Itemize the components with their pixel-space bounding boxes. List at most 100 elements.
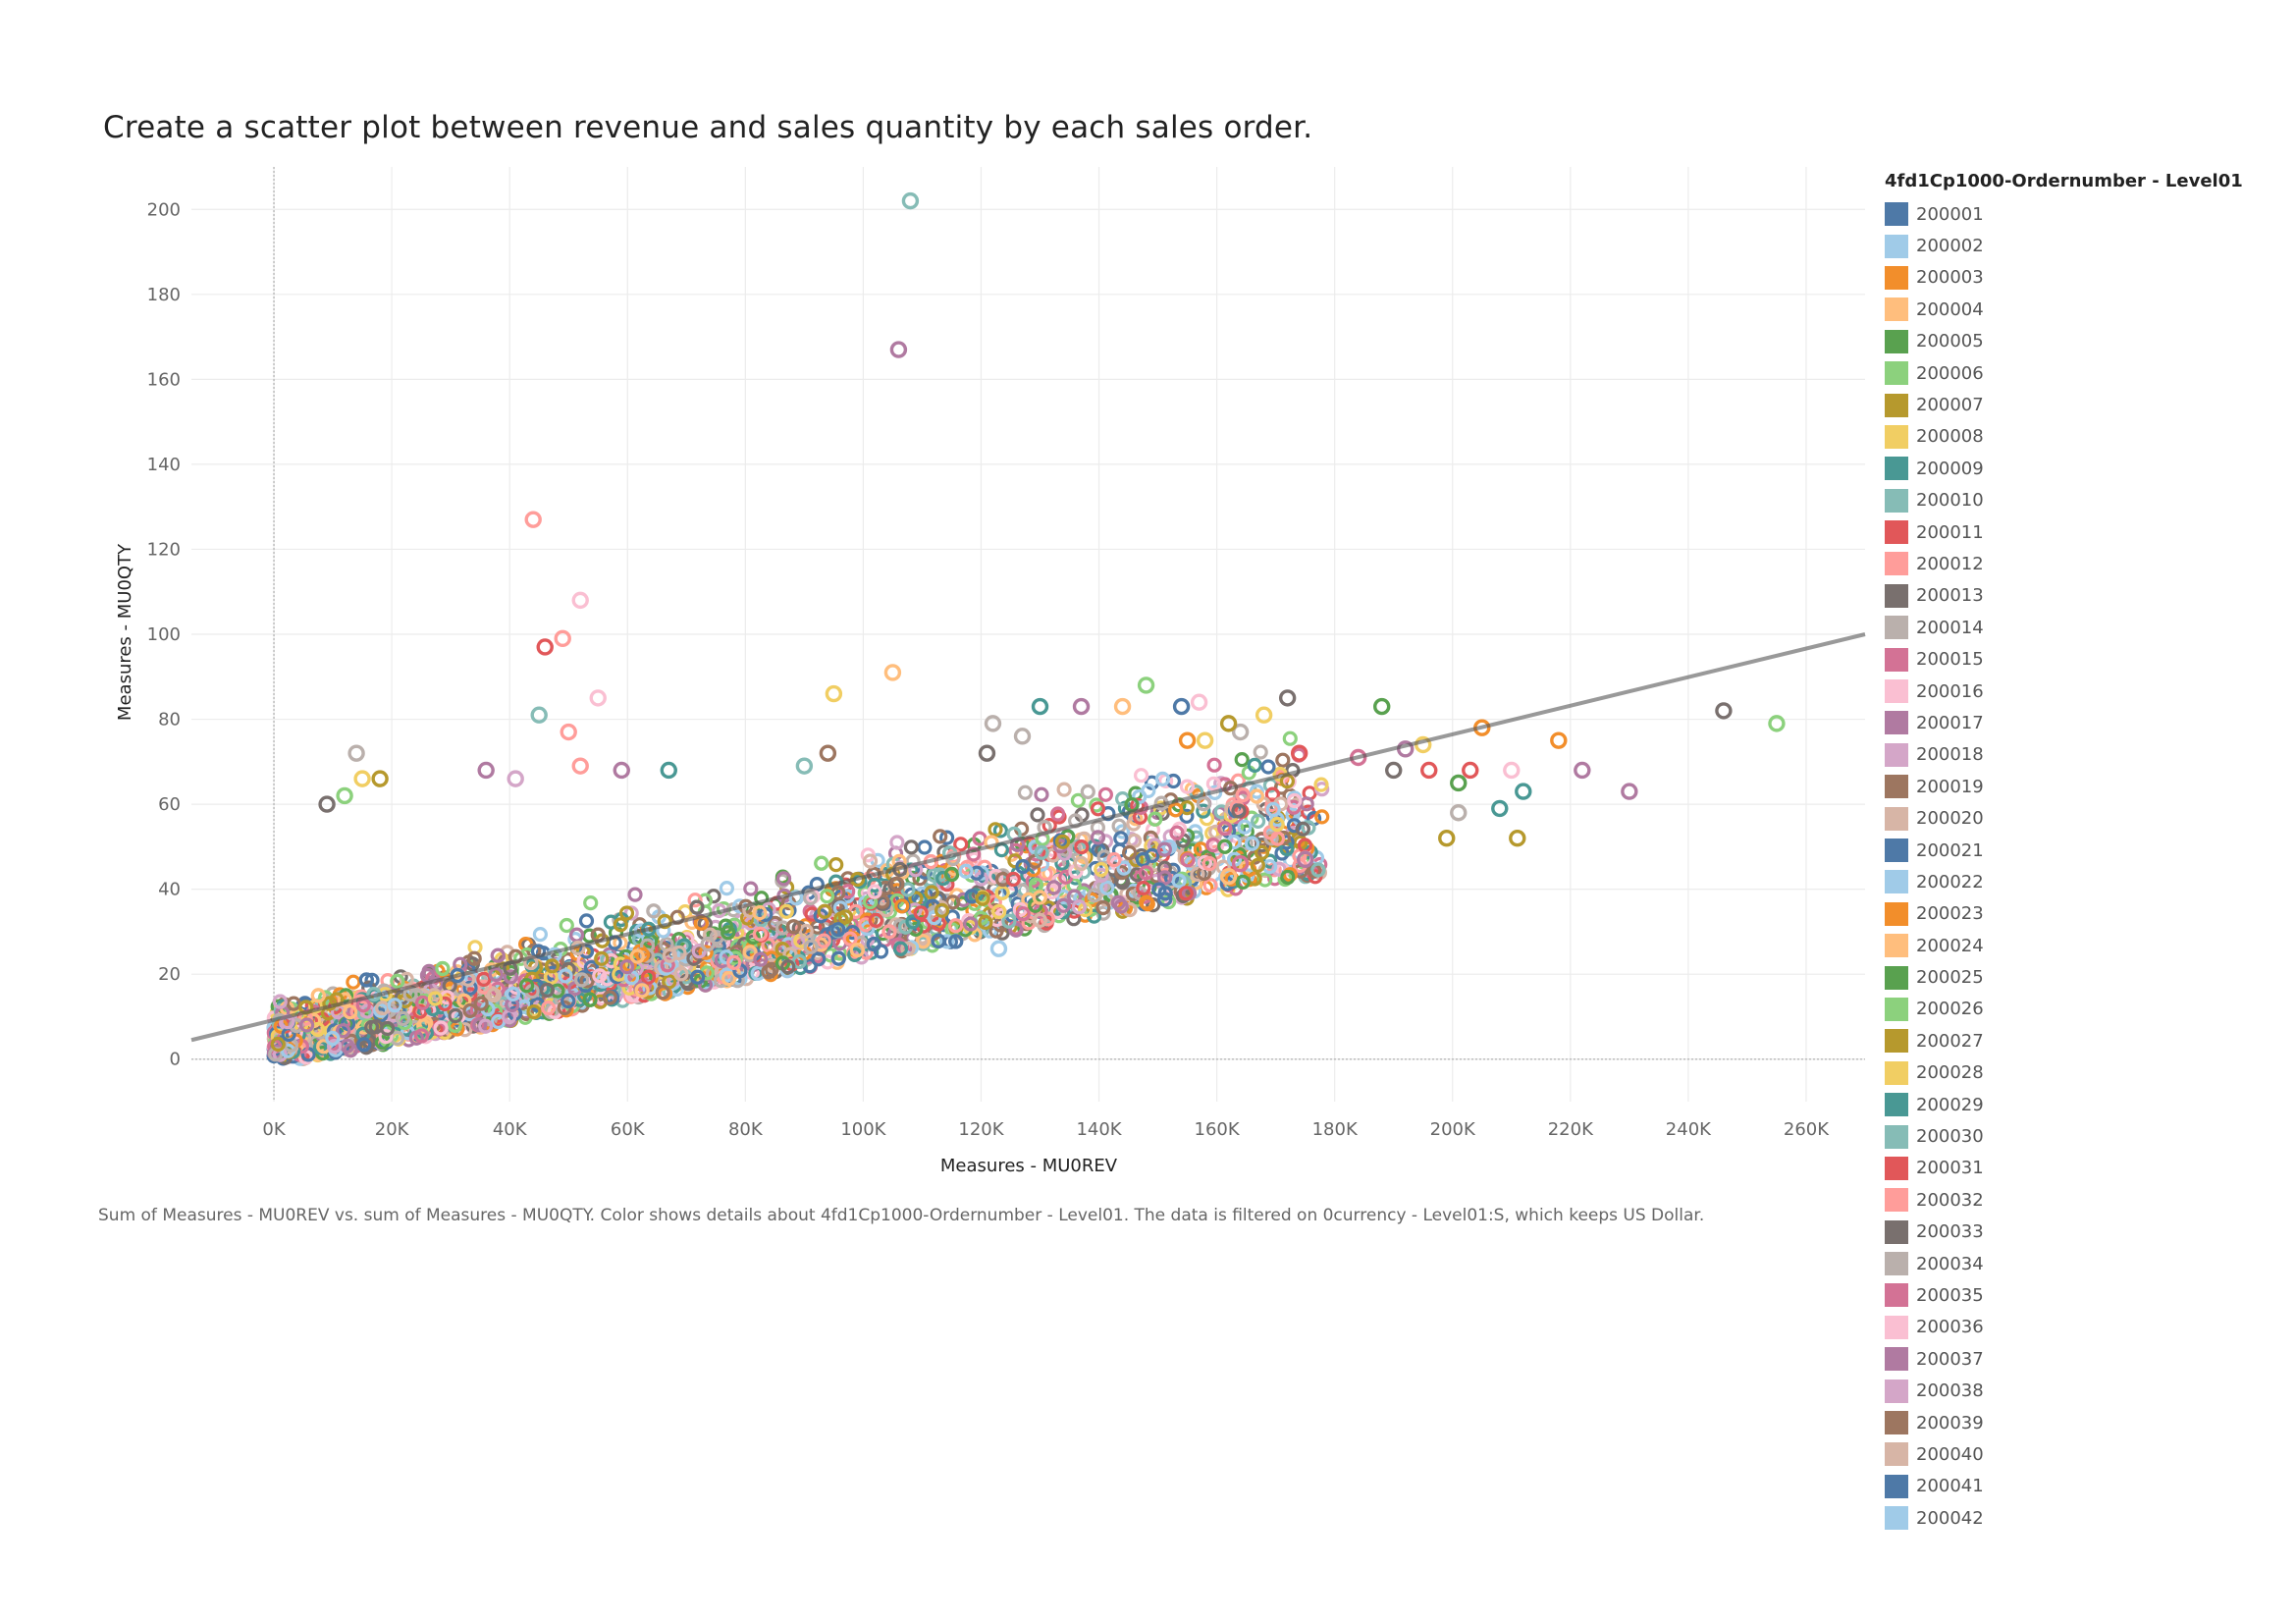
scatter-point <box>761 964 776 980</box>
legend: 4fd1Cp1000-Ordernumber - Level01 200001 2… <box>1885 171 2277 1534</box>
x-tick-label: 260K <box>1784 1119 1830 1140</box>
legend-item[interactable]: 200021 <box>1885 835 2277 866</box>
legend-item[interactable]: 200003 <box>1885 262 2277 294</box>
y-tick-label: 200 <box>147 199 181 220</box>
legend-swatch <box>1885 1315 1908 1339</box>
legend-item[interactable]: 200020 <box>1885 802 2277 834</box>
legend-item[interactable]: 200007 <box>1885 389 2277 420</box>
legend-item[interactable]: 200036 <box>1885 1312 2277 1343</box>
legend-item[interactable]: 200002 <box>1885 230 2277 261</box>
legend-item[interactable]: 200042 <box>1885 1502 2277 1534</box>
legend-label: 200021 <box>1916 839 1984 861</box>
legend-label: 200033 <box>1916 1221 1984 1243</box>
scatter-point <box>526 1003 542 1020</box>
legend-swatch <box>1885 234 1908 258</box>
scatter-point <box>561 993 576 1009</box>
legend-item[interactable]: 200041 <box>1885 1471 2277 1502</box>
legend-item[interactable]: 200010 <box>1885 485 2277 516</box>
legend-label: 200017 <box>1916 712 1984 733</box>
legend-item[interactable]: 200030 <box>1885 1120 2277 1152</box>
scatter-point <box>1054 834 1071 849</box>
legend-item[interactable]: 200022 <box>1885 866 2277 897</box>
legend-item[interactable]: 200008 <box>1885 421 2277 453</box>
legend-swatch <box>1885 1442 1908 1467</box>
scatter-point <box>1269 831 1286 846</box>
scatter-point <box>634 983 650 999</box>
legend-item[interactable]: 200019 <box>1885 771 2277 802</box>
scatter-point <box>1255 706 1273 724</box>
legend-swatch <box>1885 965 1908 990</box>
scatter-point <box>1550 731 1568 749</box>
scatter-point <box>1145 847 1160 864</box>
scatter-point <box>1097 786 1114 802</box>
scatter-point <box>828 856 844 873</box>
scatter-point <box>1049 806 1066 822</box>
legend-item[interactable]: 200031 <box>1885 1153 2277 1184</box>
scatter-point <box>991 903 1007 920</box>
legend-item[interactable]: 200015 <box>1885 643 2277 675</box>
trend-line <box>190 632 1866 1043</box>
legend-item[interactable]: 200034 <box>1885 1248 2277 1279</box>
scatter-point <box>1172 697 1191 716</box>
legend-item[interactable]: 200024 <box>1885 930 2277 961</box>
legend-item[interactable]: 200013 <box>1885 580 2277 612</box>
legend-item[interactable]: 200006 <box>1885 357 2277 389</box>
legend-item[interactable]: 200018 <box>1885 739 2277 771</box>
legend-item[interactable]: 200014 <box>1885 612 2277 643</box>
scatter-point <box>1005 871 1021 888</box>
scatter-point <box>286 996 301 1011</box>
legend-item[interactable]: 200011 <box>1885 516 2277 548</box>
scatter-point <box>989 940 1008 957</box>
legend-swatch <box>1885 997 1908 1021</box>
scatter-point <box>883 664 902 681</box>
legend-item[interactable]: 200012 <box>1885 548 2277 579</box>
legend-item[interactable]: 200027 <box>1885 1025 2277 1056</box>
legend-item[interactable]: 200038 <box>1885 1375 2277 1406</box>
scatter-point <box>975 891 990 906</box>
legend-label: 200024 <box>1916 935 1984 956</box>
legend-item[interactable]: 200035 <box>1885 1279 2277 1311</box>
legend-item[interactable]: 200026 <box>1885 994 2277 1025</box>
legend-item[interactable]: 200032 <box>1885 1184 2277 1216</box>
legend-item[interactable]: 200023 <box>1885 898 2277 930</box>
legend-item[interactable]: 200016 <box>1885 676 2277 707</box>
legend-item[interactable]: 200009 <box>1885 453 2277 484</box>
scatter-point <box>539 982 556 999</box>
legend-item[interactable]: 200040 <box>1885 1438 2277 1470</box>
scatter-point <box>1265 801 1281 818</box>
legend-item[interactable]: 200028 <box>1885 1057 2277 1089</box>
scatter-point <box>1282 730 1298 746</box>
scatter-point <box>1420 761 1438 780</box>
scatter-point <box>299 1017 315 1033</box>
legend-item[interactable]: 200004 <box>1885 294 2277 325</box>
x-tick-label: 220K <box>1548 1119 1594 1140</box>
scatter-point <box>486 987 503 1003</box>
legend-item[interactable]: 200001 <box>1885 198 2277 230</box>
scatter-point <box>343 1004 358 1020</box>
legend-item[interactable]: 200005 <box>1885 326 2277 357</box>
legend-swatch <box>1885 1283 1908 1308</box>
scatter-point <box>1034 786 1049 802</box>
scatter-point <box>1031 697 1049 716</box>
scatter-point <box>742 945 758 960</box>
scatter-point <box>1126 833 1143 848</box>
legend-swatch <box>1885 552 1908 576</box>
legend-swatch <box>1885 265 1908 290</box>
scatter-point <box>966 846 982 862</box>
legend-item[interactable]: 200039 <box>1885 1407 2277 1438</box>
scatter-point <box>476 971 492 988</box>
legend-item[interactable]: 200025 <box>1885 961 2277 993</box>
legend-item[interactable]: 200033 <box>1885 1217 2277 1248</box>
y-tick-label: 0 <box>170 1050 181 1070</box>
legend-label: 200041 <box>1916 1476 1984 1497</box>
scatter-point <box>1090 801 1106 817</box>
legend-item[interactable]: 200017 <box>1885 707 2277 738</box>
legend-item[interactable]: 200037 <box>1885 1343 2277 1375</box>
y-tick-label: 160 <box>147 369 181 390</box>
scatter-point <box>915 934 932 949</box>
legend-label: 200001 <box>1916 203 1984 225</box>
legend-swatch <box>1885 329 1908 353</box>
legend-swatch <box>1885 1347 1908 1372</box>
legend-label: 200012 <box>1916 553 1984 574</box>
legend-item[interactable]: 200029 <box>1885 1089 2277 1120</box>
